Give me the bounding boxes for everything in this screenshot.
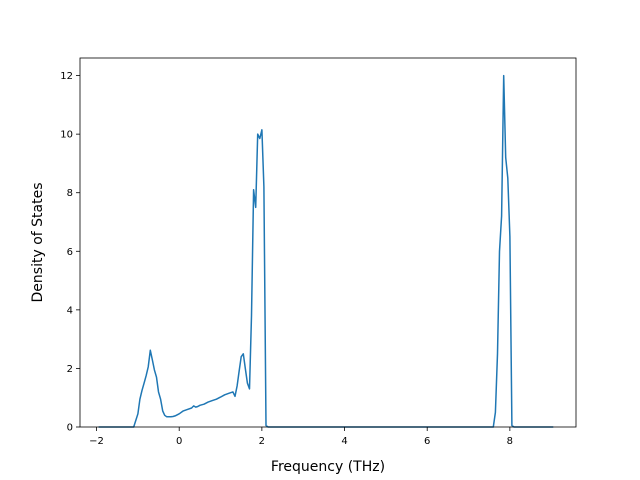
y-tick-label: 0 — [67, 423, 73, 434]
axes-frame — [79, 57, 577, 428]
y-axis-label: Density of States — [30, 183, 46, 303]
x-tick-label: 0 — [176, 436, 182, 447]
x-axis-label: Frequency (THz) — [271, 459, 385, 475]
x-tick-label: 4 — [341, 436, 347, 447]
x-tick-label: 8 — [507, 436, 513, 447]
y-tick-label: 2 — [67, 364, 73, 375]
y-tick-label: 4 — [67, 305, 73, 316]
x-tick-label: 2 — [259, 436, 265, 447]
x-axis-ticks: −2 0 2 4 6 8 — [89, 427, 513, 447]
y-tick-label: 8 — [67, 188, 73, 199]
y-axis-ticks: 0 2 4 6 8 10 12 — [60, 71, 80, 434]
y-tick-label: 10 — [60, 130, 73, 141]
x-tick-label: 6 — [424, 436, 430, 447]
plot-area — [98, 74, 554, 428]
dos-series-line — [98, 74, 554, 428]
x-tick-label: −2 — [89, 436, 104, 447]
y-tick-label: 6 — [67, 247, 73, 258]
y-tick-label: 12 — [60, 71, 73, 82]
